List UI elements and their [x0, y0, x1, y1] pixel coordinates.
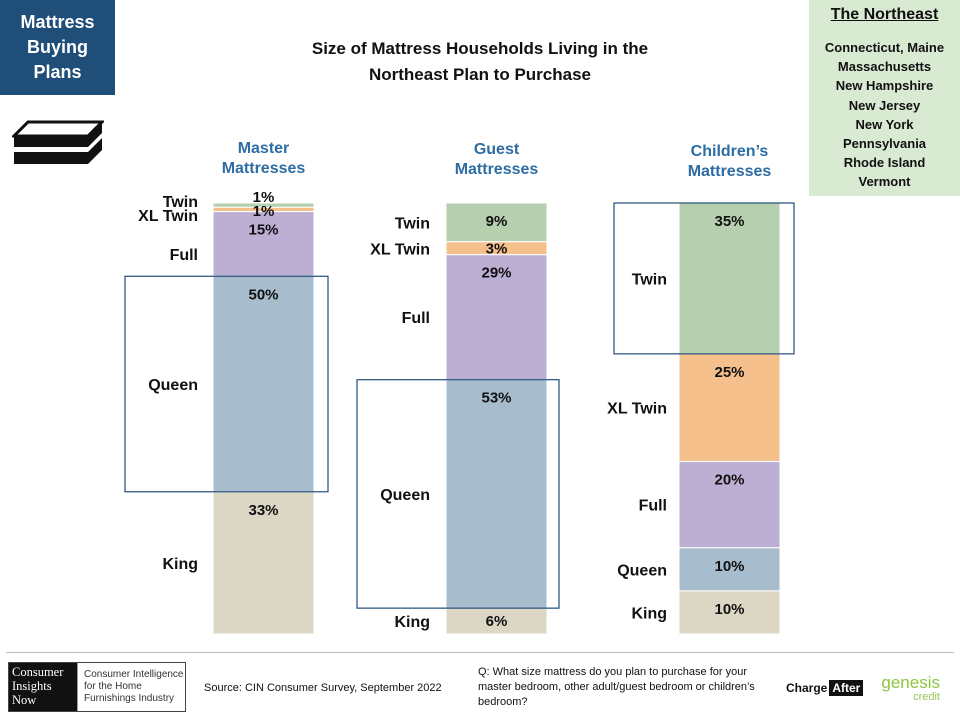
- region-state: New York: [855, 116, 914, 132]
- cin-logo-text: Insights: [12, 679, 52, 693]
- region-state: New Jersey: [848, 97, 921, 113]
- region-state: New Hampshire: [835, 78, 934, 94]
- region-state: Connecticut, Maine: [824, 40, 945, 55]
- badge-line: Plans: [33, 62, 82, 82]
- series-name: Master Mattresses: [222, 140, 306, 177]
- bar-value-label: 20%: [714, 472, 744, 489]
- bar-value-label: 15%: [248, 222, 278, 239]
- bar-segment: [212, 491, 315, 635]
- genesis-logo: genesis credit: [876, 674, 940, 703]
- section-badge: Mattress Buying Plans: [0, 0, 115, 95]
- genesis-text: credit: [913, 691, 940, 703]
- highlight-box: [613, 202, 795, 355]
- category-label: XL Twin: [607, 401, 667, 418]
- bar-value-label: 6%: [486, 613, 508, 630]
- category-label: Full: [402, 310, 430, 327]
- cin-logo-text: Consumer: [12, 665, 64, 679]
- chargeafter-logo: Charge After: [786, 680, 864, 696]
- badge-line: Buying: [27, 37, 88, 57]
- category-label: XL Twin: [138, 208, 198, 225]
- category-label: King: [631, 605, 667, 622]
- region-state: Rhode Island: [843, 155, 926, 171]
- cin-logo-wordmark: Consumer Insights Now: [9, 663, 77, 711]
- bar-segment: [445, 254, 548, 381]
- category-label: Queen: [380, 487, 430, 504]
- mattress-stack-icon: [12, 120, 104, 164]
- category-label: Twin: [163, 194, 198, 211]
- bar-segment: [212, 211, 315, 277]
- bar-segment: [445, 379, 548, 609]
- highlight-box: [124, 275, 329, 493]
- badge-line: Mattress: [20, 12, 95, 32]
- region-state: Vermont: [858, 174, 911, 190]
- bar-segment: [678, 461, 781, 549]
- bar-value-label: 53%: [481, 390, 511, 407]
- category-label: Twin: [632, 271, 667, 288]
- footer-divider: [6, 652, 954, 653]
- region-title: The Northeast: [830, 6, 939, 23]
- category-label: Queen: [617, 562, 667, 579]
- region-state: Massachusetts: [837, 59, 932, 75]
- cin-logo: Consumer Insights Now Consumer Intellige…: [8, 662, 186, 712]
- series-name: Children’s Mattresses: [688, 143, 772, 180]
- bar-value-label: 3%: [486, 240, 508, 257]
- bar-value-label: 10%: [714, 601, 744, 618]
- bar-segment: [445, 607, 548, 635]
- bar-value-label: 1%: [253, 189, 275, 206]
- region-state: Pennsylvania: [842, 136, 927, 152]
- category-label: Full: [170, 247, 198, 264]
- category-label: XL Twin: [370, 241, 430, 258]
- bar-value-label: 35%: [714, 213, 744, 230]
- bar-value-label: 10%: [714, 558, 744, 575]
- category-label: Twin: [395, 215, 430, 232]
- cin-logo-tagline: Consumer Intelligence for the Home Furni…: [77, 663, 185, 711]
- bar-value-label: 9%: [486, 213, 508, 230]
- bar-value-label: 50%: [248, 286, 278, 303]
- bar-segment: [678, 353, 781, 463]
- survey-question: Q: What size mattress do you plan to pur…: [478, 666, 755, 708]
- region-panel: The Northeast Connecticut, Maine Massach…: [809, 0, 960, 196]
- category-label: King: [162, 556, 198, 573]
- chargeafter-text: After: [829, 680, 864, 696]
- series-name: Guest Mattresses: [455, 141, 539, 178]
- category-label: Queen: [148, 377, 198, 394]
- stacked-bar-chart: Master Mattresses 1% Twin 1% XL Twin 15% Full 50…: [124, 140, 795, 635]
- highlight-box: [356, 379, 560, 609]
- chart-title-line: Size of Mattress Households Living in th…: [311, 39, 649, 58]
- chart-title-line: Northeast Plan to Purchase: [368, 65, 591, 84]
- genesis-text: genesis: [881, 673, 940, 692]
- bar-segment: [212, 275, 315, 493]
- cin-tagline-text: for the Home: [84, 681, 142, 692]
- bar-value-label: 33%: [248, 502, 278, 519]
- bar-value-label: 25%: [714, 364, 744, 381]
- bar-value-label: 29%: [481, 265, 511, 282]
- category-label: Full: [639, 498, 667, 515]
- bar-segment: [445, 202, 548, 243]
- cin-tagline-text: Consumer Intelligence: [84, 669, 184, 680]
- source-note: Source: CIN Consumer Survey, September 2…: [204, 682, 442, 694]
- bar-segment: [678, 590, 781, 635]
- category-label: King: [394, 614, 430, 631]
- chart-title: Size of Mattress Households Living in th…: [240, 36, 720, 88]
- chargeafter-text: Charge: [786, 681, 828, 695]
- bar-value-label: 1%: [253, 203, 275, 220]
- cin-tagline-text: Furnishings Industry: [84, 693, 175, 704]
- cin-logo-text: Now: [12, 693, 37, 707]
